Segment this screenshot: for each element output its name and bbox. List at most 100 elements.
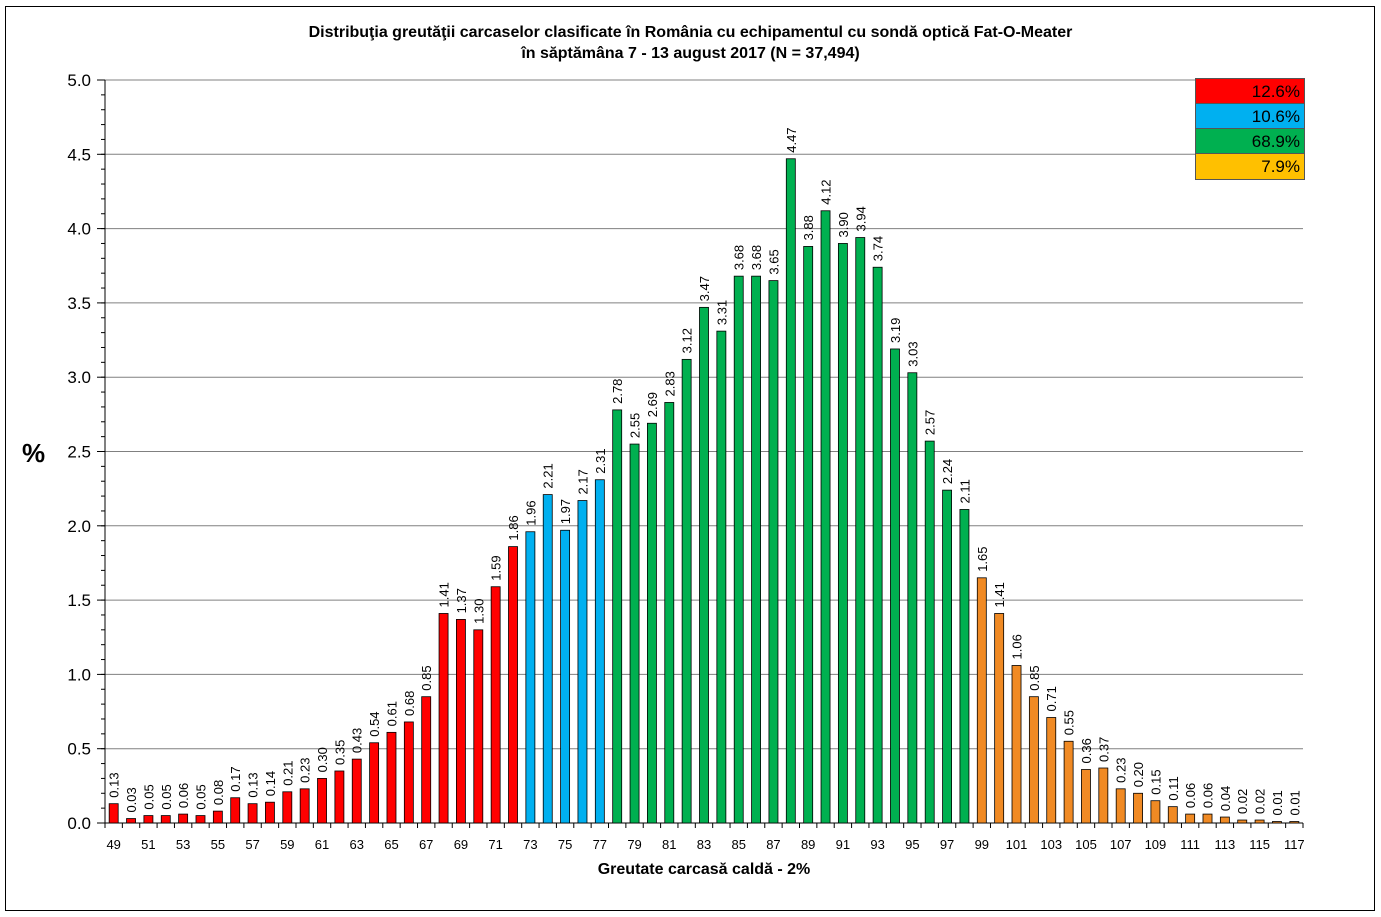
bar [560,529,571,824]
y-tick-label: 0.0 [67,814,91,833]
bar [1237,819,1248,824]
value-label: 3.12 [680,328,695,353]
y-tick-label: 2.5 [67,443,91,462]
y-axis-label: % [22,438,46,468]
chart-title: Distribuţia greutăţii carcaselor clasifi… [0,22,1381,64]
bar [1219,816,1230,824]
x-tick-label: 69 [454,837,468,852]
x-tick-label: 87 [766,837,780,852]
bar [907,372,918,824]
x-tick-label: 109 [1145,837,1167,852]
bar [1063,740,1074,824]
x-tick-label: 99 [975,837,989,852]
value-label: 2.24 [940,459,955,484]
x-tick-label: 101 [1006,837,1028,852]
value-label: 1.65 [975,546,990,571]
value-label: 3.68 [749,245,764,270]
x-tick-label: 85 [731,837,745,852]
bar [282,791,293,824]
bar [351,758,362,824]
value-label: 1.41 [437,582,452,607]
x-tick-label: 117 [1284,837,1305,852]
value-label: 2.17 [575,469,590,494]
value-label: 0.54 [367,711,382,736]
x-tick-label: 75 [558,837,572,852]
value-label: 1.59 [489,555,504,580]
bar [612,409,623,824]
bar [1202,813,1213,824]
bar [421,696,432,824]
bar [542,494,553,824]
bar [942,489,952,824]
x-axis-label: Greutate carcasă caldă - 2% [597,861,811,878]
value-label: 0.35 [332,740,347,765]
value-label: 0.06 [176,783,191,808]
x-tick-label: 91 [836,837,850,852]
value-label: 0.02 [1235,789,1250,814]
bar [924,440,935,824]
value-label: 0.68 [402,691,417,716]
bar [820,210,831,824]
value-label: 2.55 [628,413,643,438]
bar [890,348,900,824]
bar [247,803,258,824]
bar [490,586,501,824]
bar [785,158,796,824]
x-tick-label: 55 [211,837,225,852]
bar [456,619,466,824]
bar [716,330,727,824]
x-tick-label: 95 [905,837,919,852]
legend-entry: 7.9% [1196,154,1304,179]
value-label: 3.74 [871,236,886,261]
bar [646,422,657,824]
value-label: 0.04 [1218,786,1233,811]
x-tick-label: 71 [488,837,502,852]
value-label: 0.13 [107,772,122,797]
bar [1150,800,1161,824]
bar [855,237,866,824]
value-label: 0.08 [211,780,226,805]
x-tick-label: 65 [384,837,398,852]
y-tick-label: 2.0 [67,517,91,536]
bar [386,731,397,824]
x-tick-label: 115 [1249,837,1270,852]
value-label: 0.11 [1166,776,1181,800]
bar [837,243,848,824]
value-label: 0.03 [124,787,139,812]
bar [1081,769,1091,824]
bar [594,479,605,824]
y-tick-label: 4.5 [67,145,91,164]
value-label: 0.05 [159,784,174,809]
x-tick-label: 81 [662,837,676,852]
value-label: 0.43 [350,728,365,753]
value-label: 0.05 [193,784,208,809]
x-tick-label: 63 [350,837,364,852]
value-label: 3.90 [836,212,851,237]
bar [681,358,692,824]
bar [108,803,119,824]
value-label: 1.41 [992,582,1007,607]
bar [438,613,449,824]
bar [1028,696,1039,824]
value-label: 0.01 [1287,790,1302,815]
value-label: 1.96 [523,500,538,525]
bar [334,770,345,824]
value-label: 0.61 [384,701,399,726]
value-label: 3.88 [801,215,816,240]
bar [733,275,744,824]
value-label: 0.17 [228,766,243,791]
x-tick-label: 51 [141,837,155,852]
x-tick-label: 77 [593,837,607,852]
bar [1098,767,1109,824]
value-label: 0.55 [1062,710,1077,735]
bar [1272,821,1282,824]
value-label: 2.31 [593,448,608,473]
bar [577,500,588,824]
x-tick-label: 103 [1040,837,1062,852]
legend-entry: 12.6% [1196,79,1304,104]
bar [178,813,189,824]
value-label: 0.01 [1270,790,1285,815]
bar [126,818,136,824]
bar [1185,813,1196,824]
value-label: 2.21 [541,463,556,488]
